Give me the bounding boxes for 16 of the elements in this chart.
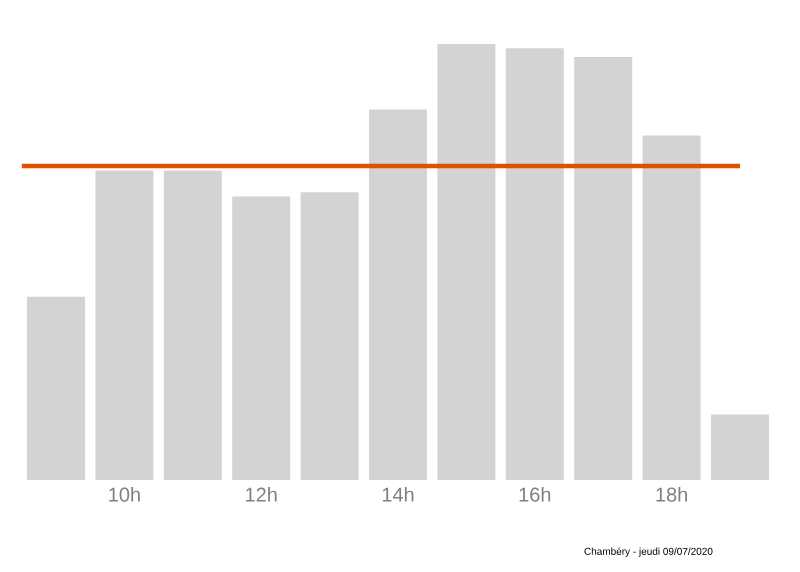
bar [574,57,633,480]
bar [642,135,701,480]
bar [710,414,769,480]
bar [27,296,86,480]
bar [505,48,564,480]
bar [232,196,291,480]
bar [369,109,427,480]
x-tick-label: 18h [656,487,687,502]
x-tick-label: 12h [246,487,277,502]
x-tick-label: 14h [382,487,414,502]
bar [437,43,496,480]
x-tick-label: 10h [109,487,140,502]
bar [300,192,359,480]
bar [95,170,154,480]
bar [163,170,222,480]
x-tick-label: 16h [519,487,551,502]
